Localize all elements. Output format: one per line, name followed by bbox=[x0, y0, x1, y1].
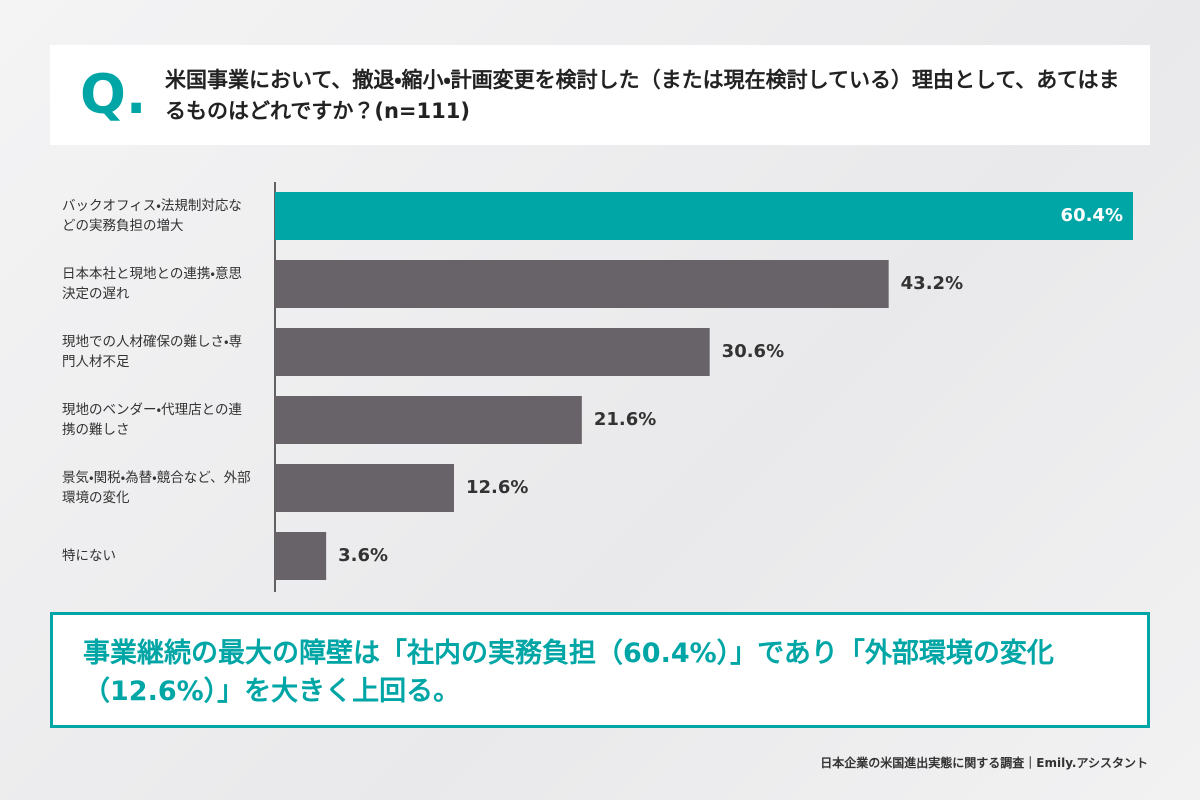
value-label: 12.6% bbox=[466, 477, 528, 498]
question-header: Q. 米国事業において、撤退・縮小・計画変更を検討した（または現在検討している）… bbox=[50, 45, 1150, 145]
category-label: 現地のベンダー・代理店との連携の難しさ bbox=[62, 402, 242, 438]
bar bbox=[275, 192, 1133, 240]
question-badge: Q. bbox=[80, 63, 147, 126]
question-text: 米国事業において、撤退・縮小・計画変更を検討した（または現在検討している）理由と… bbox=[165, 68, 1120, 123]
category-label: 日本本社と現地との連携・意思決定の遅れ bbox=[62, 266, 242, 302]
bar bbox=[275, 464, 454, 512]
bar bbox=[275, 532, 327, 580]
value-label: 43.2% bbox=[901, 273, 963, 294]
bar bbox=[275, 260, 889, 308]
category-label: バックオフィス・法規制対応などの実務負担の増大 bbox=[62, 198, 242, 234]
category-label: 現地での人材確保の難しさ・専門人材不足 bbox=[62, 334, 243, 370]
value-label: 30.6% bbox=[722, 341, 784, 362]
category-label: 景気・関税・為替・競合など、外部環境の変化 bbox=[62, 470, 251, 506]
bar bbox=[275, 396, 582, 444]
category-label: 特にない bbox=[62, 548, 116, 564]
bar bbox=[275, 328, 710, 376]
conclusion-box: 事業継続の最大の障壁は「社内の実務負担（60.4%）」であり「外部環境の変化（1… bbox=[50, 612, 1150, 728]
value-label: 3.6% bbox=[338, 545, 388, 566]
value-label: 60.4% bbox=[1061, 205, 1123, 226]
source-footer: 日本企業の米国進出実態に関する調査｜Emily.アシスタント bbox=[820, 756, 1148, 770]
conclusion-text: 事業継続の最大の障壁は「社内の実務負担（60.4%）」であり「外部環境の変化（1… bbox=[83, 638, 1054, 707]
value-label: 21.6% bbox=[594, 409, 656, 430]
